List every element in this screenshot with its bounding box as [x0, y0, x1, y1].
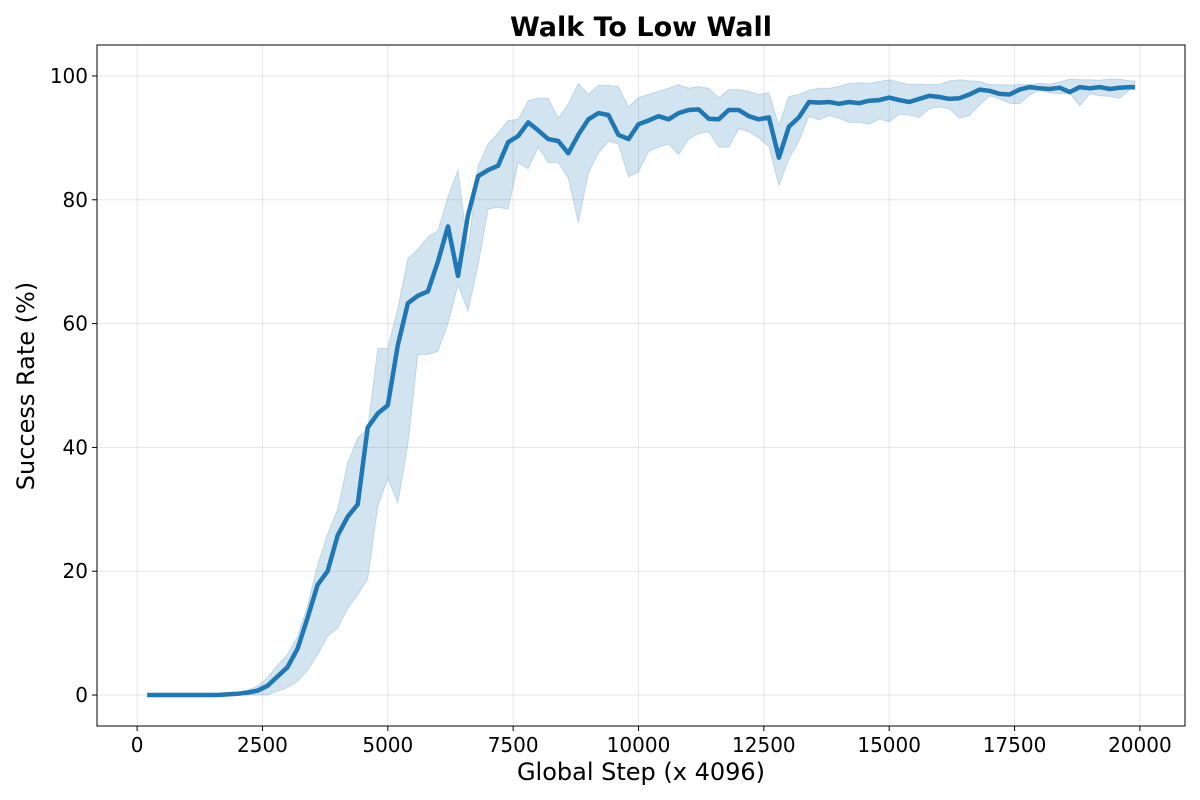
x-tick-label: 2500 — [237, 733, 288, 757]
grid — [97, 45, 1185, 726]
plot-frame — [96, 44, 1186, 727]
x-tick-label: 12500 — [732, 733, 796, 757]
x-tick-label: 7500 — [488, 733, 539, 757]
y-tick-label: 60 — [63, 312, 88, 336]
series-lines — [147, 84, 1135, 698]
x-tick-label: 20000 — [1108, 733, 1172, 757]
x-tick-label: 15000 — [857, 733, 921, 757]
x-tick-label: 17500 — [983, 733, 1047, 757]
chart-title: Walk To Low Wall — [510, 12, 772, 43]
x-axis-ticks: 0 2500 5000 7500 10000 12500 15000 17500 20000 — [131, 726, 1172, 757]
x-tick-label: 0 — [131, 733, 144, 757]
x-tick-label: 5000 — [362, 733, 413, 757]
y-axis-label: Success Rate (%) — [12, 282, 40, 490]
x-tick-label: 10000 — [607, 733, 671, 757]
y-axis-ticks: 0 20 40 60 80 100 — [50, 64, 97, 707]
y-tick-label: 100 — [50, 64, 88, 88]
y-tick-label: 40 — [63, 435, 88, 459]
y-tick-label: 80 — [63, 188, 88, 212]
series-band — [147, 78, 1136, 696]
y-tick-label: 20 — [63, 559, 88, 583]
y-tick-label: 0 — [75, 683, 88, 707]
series-line — [147, 84, 1135, 698]
confidence-band — [147, 78, 1136, 696]
x-axis-label: Global Step (x 4096) — [517, 758, 765, 786]
